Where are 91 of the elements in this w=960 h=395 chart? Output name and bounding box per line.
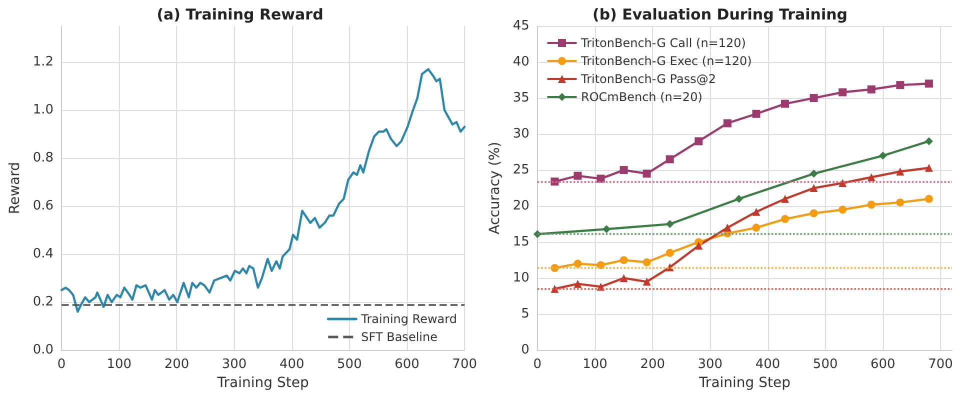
point [752,110,760,118]
point [694,242,703,250]
point [924,80,933,88]
point [781,215,790,224]
point [810,170,818,178]
point [838,179,847,188]
point [867,85,876,94]
legend-label: SFT Baseline [361,330,438,344]
y-tick-label: 0.0 [32,342,54,358]
x-tick-label: 0 [533,357,542,372]
y-tick-label: 0.4 [32,246,54,262]
point [666,155,674,164]
x-tick-label: 0 [57,357,66,372]
point [620,256,628,264]
point [896,198,904,206]
y-tick-label: 0.8 [32,150,54,166]
x-axis-title: Training Step [216,375,309,391]
point [642,170,651,178]
x-tick-label: 100 [582,357,608,372]
point [781,194,790,203]
x-tick-label: 400 [755,357,780,372]
x-tick-label: 300 [698,357,723,372]
point [574,172,582,180]
legend-label: TritonBench-G Pass@2 [580,72,716,86]
point [810,184,818,192]
legend-label: Training Reward [360,312,458,326]
y-tick-label: 5 [521,306,530,322]
point [896,81,904,90]
point [781,100,790,108]
chart-title: (b) Evaluation During Training [592,6,848,24]
y-tick-label: 0.2 [32,294,54,310]
x-tick-label: 200 [640,357,666,372]
point [810,209,818,218]
point [550,178,559,186]
point [602,225,611,234]
chart-title: (a) Training Reward [156,6,324,24]
point [924,194,933,203]
y-axis-title: Reward [7,162,23,214]
y-tick-label: 1.2 [32,54,54,70]
x-tick-label: 200 [164,357,190,372]
point [878,152,887,160]
x-tick-label: 600 [870,357,896,372]
point [752,208,760,216]
y-tick-label: 45 [512,18,530,34]
point [694,137,703,146]
point [867,200,876,209]
y-tick-label: 0 [521,342,530,358]
point [924,164,933,172]
point [896,167,904,176]
x-tick-label: 500 [812,357,838,372]
y-tick-label: 40 [512,54,530,70]
x-tick-label: 700 [928,357,953,372]
legend-label: TritonBench-G Call (n=120) [580,36,746,50]
point [924,137,933,146]
y-tick-label: 30 [512,126,530,142]
point [574,280,582,288]
legend-label: ROCmBench (n=20) [581,90,702,104]
point [620,274,628,282]
point [574,260,582,268]
x-tick-label: 300 [222,357,247,372]
point [723,224,732,232]
point [620,166,628,174]
y-tick-label: 20 [512,198,530,214]
x-tick-label: 400 [279,357,304,372]
x-tick-label: 100 [106,357,132,372]
y-tick-label: 10 [512,270,530,286]
y-tick-label: 35 [512,90,530,106]
point [666,248,674,257]
point [642,258,651,266]
point [752,224,760,232]
point [596,174,605,183]
point [838,88,847,96]
y-tick-label: 25 [512,162,530,178]
y-tick-label: 0.6 [32,198,54,214]
x-tick-label: 600 [394,357,420,372]
point [642,278,651,286]
y-axis-title: Accuracy (%) [487,142,503,234]
point [723,119,732,128]
point [734,194,743,203]
y-tick-label: 15 [512,234,530,250]
point [867,173,876,182]
point [533,230,542,238]
point [810,94,818,102]
legend-label: TritonBench-G Exec (n=120) [580,54,752,68]
point [666,220,674,228]
point [838,206,847,214]
x-axis-title: Training Step [698,375,791,391]
x-tick-label: 700 [452,357,478,372]
line-series [60,68,466,313]
x-tick-label: 500 [337,357,362,372]
y-tick-label: 1.0 [32,102,54,118]
